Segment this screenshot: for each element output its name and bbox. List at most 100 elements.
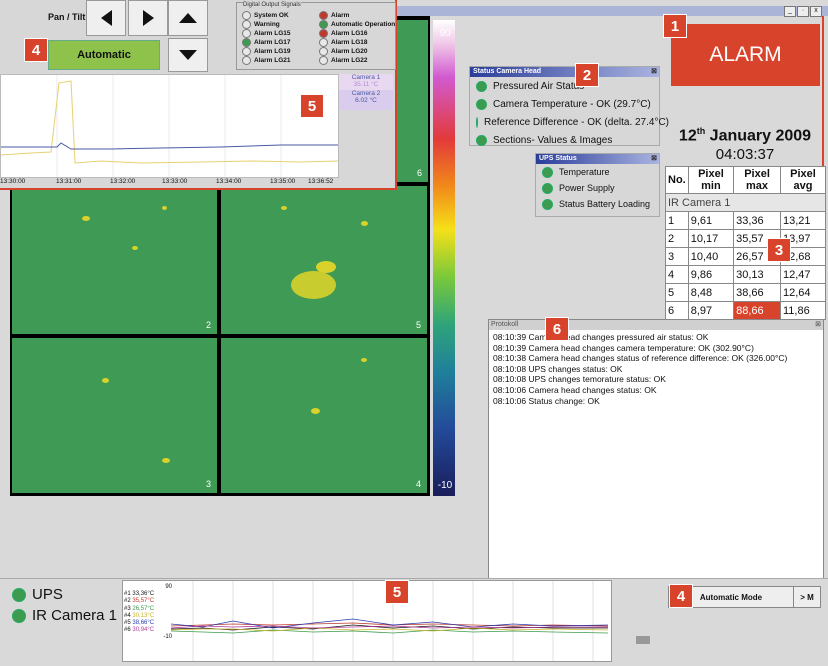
cell: 38,66 <box>733 283 781 302</box>
date-rest: January 2009 <box>705 127 812 145</box>
col-header: Pixel avg <box>779 166 827 194</box>
cell: 30,13 <box>733 265 781 284</box>
thermal-section-4[interactable]: 4 <box>221 338 427 493</box>
current-time: 04:03:37 <box>715 146 775 163</box>
thermal-section-6[interactable]: 6 <box>396 20 428 182</box>
series-legend-6: #6 30,94°C <box>124 627 155 634</box>
tilt-down-button[interactable] <box>168 38 208 72</box>
window-titlebar <box>395 6 828 16</box>
trend-time-label: 13:36:52 <box>308 178 334 185</box>
cell: 8,97 <box>687 301 735 320</box>
series-legend-2: #2 35,57°C <box>124 598 155 605</box>
trend-time-label: 13:33:00 <box>162 178 188 185</box>
table-row: 1 9,61 33,36 13,21 <box>665 211 827 230</box>
status-led-icon <box>476 80 487 92</box>
tilt-up-button[interactable] <box>168 0 208 36</box>
status-item: Status Battery Loading <box>559 199 651 209</box>
cell: 10,40 <box>687 247 735 266</box>
trend-time-label: 13:34:00 <box>216 178 242 185</box>
cell: 2 <box>665 229 689 248</box>
strip-scale-top: 90 <box>165 584 172 590</box>
automatic-mode-label: Automatic Mode <box>699 592 763 602</box>
cell: 33,36 <box>733 211 781 230</box>
strip-legend: 90 #1 33,36°C #2 35,57°C #3 26,57°C #4 3… <box>124 584 172 642</box>
col-header: No. <box>665 166 689 194</box>
scale-min-label: -10 <box>437 480 453 491</box>
table-row: 4 9,86 30,13 12,47 <box>665 265 827 284</box>
temperature-trend-chart <box>0 74 339 178</box>
ir-camera-status: IR Camera 1 <box>12 607 117 624</box>
log-line: 08:10:06 Status change: OK <box>493 395 600 406</box>
cell: 13,21 <box>779 211 827 230</box>
cell: 3 <box>665 247 689 266</box>
pixel-stats-table: No. Pixel min Pixel max Pixel avg IR Cam… <box>665 166 827 320</box>
manual-mode-button[interactable]: > M <box>793 587 820 607</box>
col-header: Pixel min <box>687 166 735 194</box>
table-row: 6 8,97 88,66 11,86 <box>665 301 827 320</box>
trend-time-label: 13:30:00 <box>0 178 26 185</box>
series-legend-3: #3 26,57°C <box>124 605 155 612</box>
signal-label: Alarm LG18 <box>331 39 368 46</box>
close-button[interactable]: x <box>810 6 822 17</box>
signal-label: System OK <box>254 12 289 19</box>
signal-label: Automatic Operation <box>331 21 396 28</box>
trend-time-label: 13:35:00 <box>270 178 296 185</box>
automatic-button[interactable]: Automatic <box>48 40 160 70</box>
cell: 9,61 <box>687 211 735 230</box>
trend-legend-camera2: Camera 2 6.02 °C <box>339 90 393 110</box>
cell: 6 <box>665 301 689 320</box>
section-number: 3 <box>205 479 211 489</box>
annotation-badge: 4 <box>24 38 48 62</box>
log-line: 08:10:39 Camera head changes pressured a… <box>493 332 709 342</box>
signal-label: Alarm LG20 <box>331 48 368 55</box>
maximize-button[interactable]: · <box>797 6 809 17</box>
pan-right-button[interactable] <box>128 0 168 36</box>
close-icon[interactable]: ⊠ <box>651 68 657 75</box>
current-date: 12th January 2009 <box>664 126 826 145</box>
table-row: 3 10,40 26,57 12,68 <box>665 247 827 266</box>
table-group-row: IR Camera 1 <box>665 193 826 212</box>
section-number: 4 <box>415 479 421 489</box>
annotation-badge: 5 <box>300 94 324 118</box>
signal-label: Alarm LG22 <box>331 57 368 64</box>
status-led-icon <box>12 587 26 602</box>
automatic-mode-control: Automatic Mode > M <box>668 586 821 608</box>
trend-time-label: 13:32:00 <box>110 178 136 185</box>
digital-output-title: Digital Output Signals <box>243 2 301 8</box>
annotation-badge: 3 <box>767 238 791 262</box>
status-item: Power Supply <box>559 183 615 193</box>
close-icon[interactable]: ⊠ <box>651 155 657 162</box>
table-row: 2 10,17 35,57 13,97 <box>665 229 827 248</box>
scroll-indicator[interactable] <box>636 636 650 644</box>
protokoll-log[interactable]: Protokoll ⊠ 08:10:39 Camera head changes … <box>488 319 824 580</box>
cell: 8,48 <box>687 283 735 302</box>
legend-camera2-value: 6.02 °C <box>355 97 377 104</box>
legend-camera1-name: Camera 1 <box>351 74 381 81</box>
date-day: 12 <box>678 127 697 145</box>
minimize-button[interactable]: _ <box>784 6 796 17</box>
ir-camera-label: IR Camera 1 <box>32 607 118 624</box>
pan-left-button[interactable] <box>86 0 126 36</box>
status-led-icon <box>12 608 26 623</box>
strip-scale-bottom: -10 <box>163 634 172 641</box>
close-icon[interactable]: ⊠ <box>815 321 821 328</box>
date-suffix: th <box>696 126 706 136</box>
legend-camera1-value: 35.11 °C <box>353 81 379 88</box>
status-camera-head-panel: Status Camera Head ⊠ Pressured Air Status… <box>469 66 669 146</box>
alarm-indicator[interactable]: ALARM <box>671 24 820 86</box>
signal-label: Alarm LG16 <box>331 30 368 37</box>
thermal-section-3[interactable]: 3 <box>12 338 217 493</box>
annotation-badge: 5 <box>385 580 409 604</box>
pan-tilt-label: Pan / Tilt <box>48 12 86 22</box>
table-row: 5 8,48 38,66 12,64 <box>665 283 827 302</box>
log-line: 08:10:08 UPS changes status: OK <box>493 363 623 374</box>
thermal-section-5[interactable]: 5 <box>221 186 427 334</box>
log-line: 08:10:39 Camera head changes camera temp… <box>493 342 754 353</box>
cell: 1 <box>665 211 689 230</box>
annotation-badge: 4 <box>669 584 693 608</box>
cell: 11,86 <box>779 301 827 320</box>
series-legend-1: #1 33,36°C <box>124 591 155 598</box>
digital-output-signals: Digital Output Signals System OK Warning… <box>236 2 396 70</box>
thermal-section-2[interactable]: 2 <box>12 186 217 334</box>
annotation-badge: 1 <box>663 14 687 38</box>
